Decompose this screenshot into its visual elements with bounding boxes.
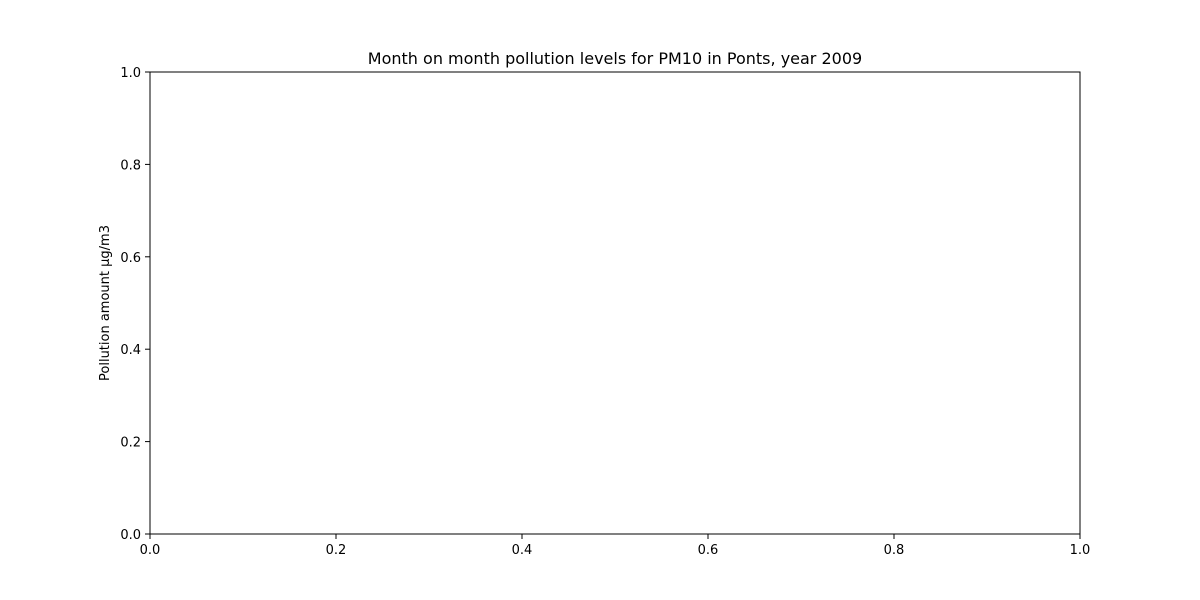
y-tick-label: 0.4 [120,343,141,358]
plot-area-frame [149,71,1081,535]
y-tick-label: 0.8 [120,158,141,173]
x-axis-ticks: 0.0 0.2 0.4 0.6 0.8 1.0 [140,534,1091,558]
x-tick-label: 0.8 [884,543,905,558]
y-tick-label: 1.0 [120,66,141,81]
y-tick-label: 0.6 [120,251,141,266]
y-axis-label: Pollution amount µg/m3 [98,225,113,381]
chart-title: Month on month pollution levels for PM10… [368,49,862,68]
x-tick-label: 1.0 [1070,543,1091,558]
y-tick-label: 0.2 [120,436,141,451]
x-tick-label: 0.6 [698,543,719,558]
y-axis-ticks: 0.0 0.2 0.4 0.6 0.8 1.0 [120,66,150,543]
x-tick-label: 0.0 [140,543,161,558]
x-tick-label: 0.4 [512,543,533,558]
y-tick-label: 0.0 [120,528,141,543]
x-tick-label: 0.2 [326,543,347,558]
